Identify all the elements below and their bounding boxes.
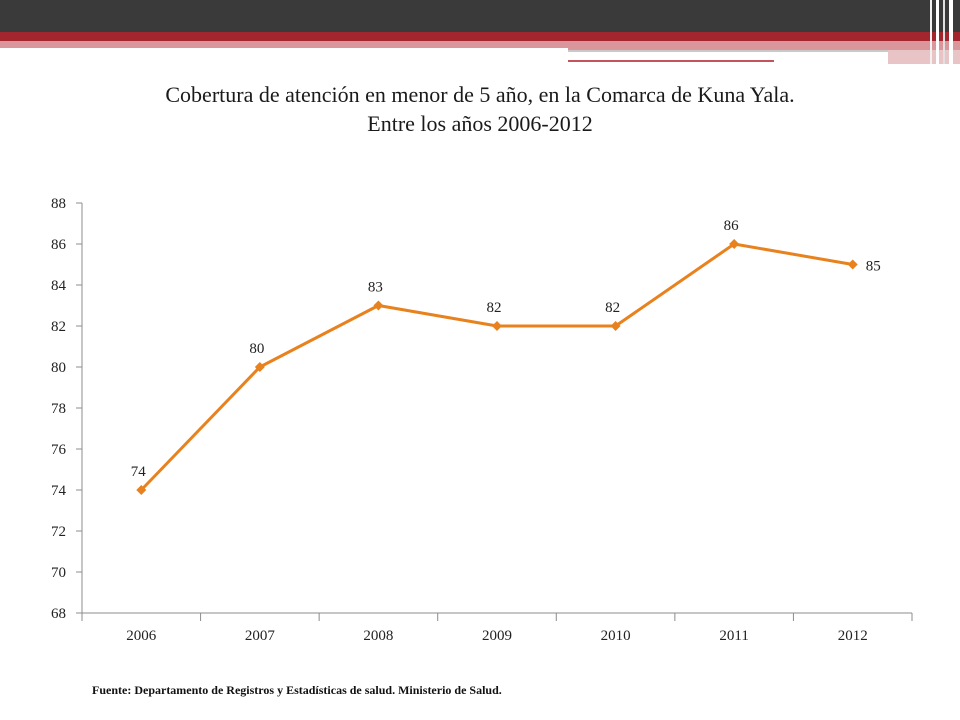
data-label: 82	[605, 300, 620, 316]
data-point-marker	[610, 321, 621, 331]
chart-title: Cobertura de atención en menor de 5 año,…	[165, 82, 795, 107]
data-point-marker	[254, 362, 265, 372]
chart-subtitle: Entre los años 2006-2012	[367, 111, 593, 136]
chart-title-block: Cobertura de atención en menor de 5 año,…	[0, 80, 960, 138]
data-point-marker	[847, 259, 858, 270]
data-label: 74	[131, 464, 147, 480]
series-line	[140, 242, 853, 492]
x-tick-label: 2012	[838, 628, 868, 644]
y-tick-label: 84	[51, 278, 67, 294]
y-tick-label: 88	[51, 196, 66, 212]
x-tick-label: 2007	[245, 628, 276, 644]
y-tick-label: 68	[51, 606, 66, 622]
data-label: 83	[368, 280, 383, 296]
y-tick-label: 70	[51, 565, 66, 581]
x-tick-label: 2011	[719, 628, 748, 644]
x-tick-label: 2010	[601, 628, 631, 644]
y-tick-label: 76	[51, 442, 67, 458]
data-point-marker	[492, 321, 502, 331]
header-banner	[0, 0, 960, 64]
x-tick-label: 2008	[363, 628, 393, 644]
y-tick-label: 74	[51, 483, 67, 499]
data-label: 86	[724, 218, 740, 234]
data-point-marker	[373, 300, 384, 311]
data-point-marker	[729, 239, 740, 249]
data-label: 80	[249, 341, 264, 357]
y-tick-label: 72	[51, 524, 66, 540]
y-tick-label: 82	[51, 319, 66, 335]
data-label: 85	[866, 259, 881, 275]
data-label: 82	[487, 300, 502, 316]
y-tick-label: 86	[51, 237, 67, 253]
y-tick-label: 80	[51, 360, 66, 376]
data-point-marker	[136, 485, 147, 495]
source-note: Fuente: Departamento de Registros y Esta…	[92, 683, 502, 697]
y-tick-label: 78	[51, 401, 66, 417]
x-tick-label: 2009	[482, 628, 512, 644]
x-tick-label: 2006	[126, 628, 157, 644]
